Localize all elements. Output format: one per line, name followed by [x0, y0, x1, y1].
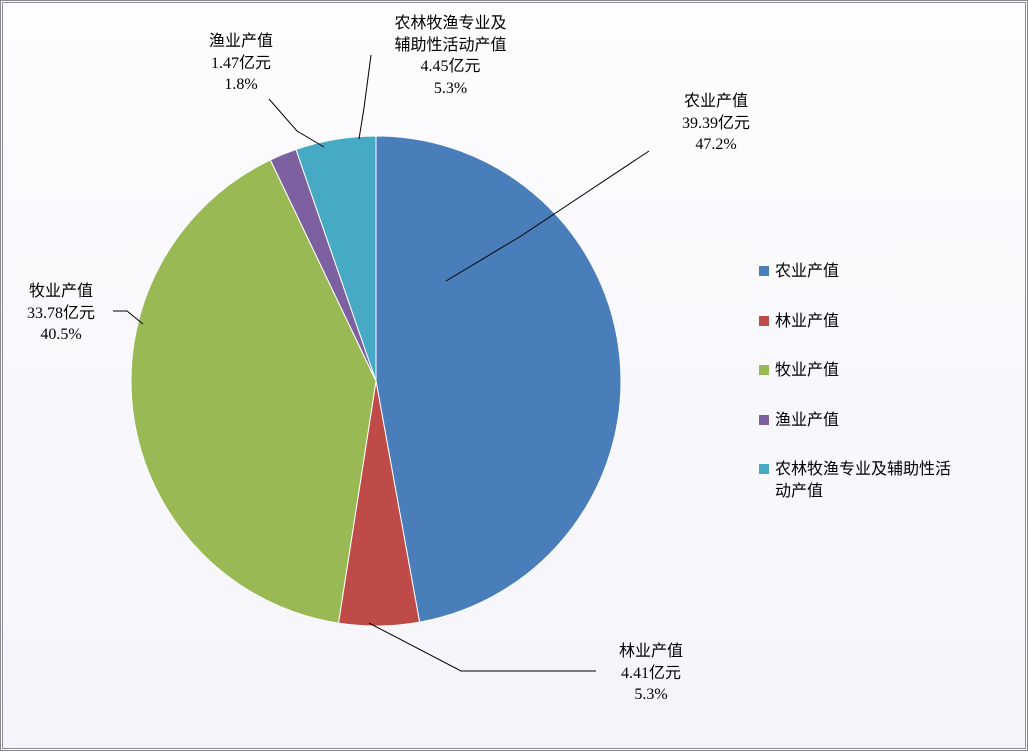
legend: 农业产值林业产值牧业产值渔业产值农林牧渔专业及辅助性活动产值: [759, 261, 955, 531]
legend-label: 渔业产值: [775, 410, 839, 432]
leader-line: [359, 55, 371, 139]
legend-marker: [759, 365, 769, 375]
legend-item: 牧业产值: [759, 360, 955, 382]
slice-label: 农业产值 39.39亿元 47.2%: [661, 91, 771, 156]
legend-item: 农林牧渔专业及辅助性活动产值: [759, 459, 955, 502]
slice-label: 林业产值 4.41亿元 5.3%: [601, 641, 701, 706]
legend-label: 农业产值: [775, 261, 839, 283]
legend-label: 林业产值: [775, 311, 839, 333]
legend-marker: [759, 316, 769, 326]
chart-container: 农业产值 39.39亿元 47.2% 林业产值 4.41亿元 5.3% 牧业产值 3…: [0, 0, 1028, 751]
legend-item: 林业产值: [759, 311, 955, 333]
legend-marker: [759, 415, 769, 425]
leader-line: [269, 99, 324, 147]
legend-marker: [759, 266, 769, 276]
legend-item: 渔业产值: [759, 410, 955, 432]
slice-label: 牧业产值 33.78亿元 40.5%: [11, 281, 111, 346]
legend-item: 农业产值: [759, 261, 955, 283]
slice-label: 农林牧渔专业及 辅助性活动产值 4.45亿元 5.3%: [373, 13, 528, 99]
legend-marker: [759, 464, 769, 474]
legend-label: 农林牧渔专业及辅助性活动产值: [775, 459, 955, 502]
slice-label: 渔业产值 1.47亿元 1.8%: [191, 31, 291, 96]
legend-label: 牧业产值: [775, 360, 839, 382]
pie-slice: [376, 136, 621, 622]
leader-line: [369, 623, 596, 671]
